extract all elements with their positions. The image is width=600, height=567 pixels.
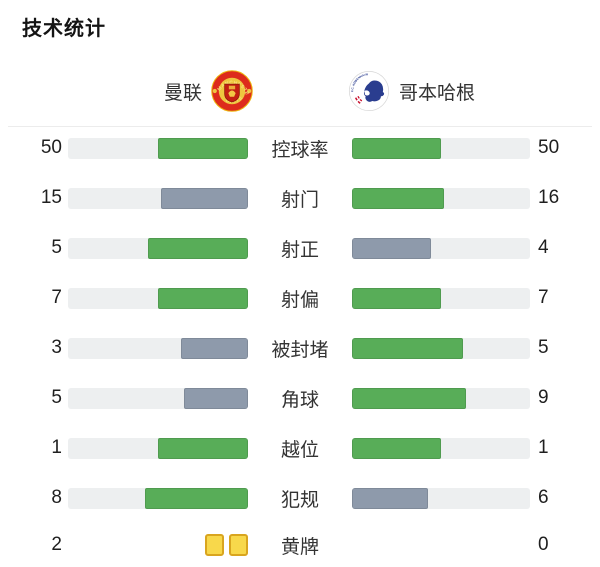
away-bar-track bbox=[352, 137, 530, 159]
stat-row-corners: 5 角球 9 bbox=[0, 373, 600, 423]
home-value: 5 bbox=[51, 387, 62, 408]
yellow-card-icon bbox=[229, 534, 248, 556]
home-bar-fill bbox=[158, 287, 248, 309]
home-value: 3 bbox=[51, 337, 62, 358]
yellow-cards-away bbox=[352, 535, 530, 556]
stat-row-blocked: 3 被封堵 5 bbox=[0, 323, 600, 373]
home-bar-fill bbox=[145, 487, 248, 509]
away-value: 1 bbox=[538, 437, 549, 458]
home-bar-track bbox=[68, 187, 248, 209]
home-value: 15 bbox=[40, 187, 62, 208]
home-bar-track bbox=[68, 137, 248, 159]
home-bar-track bbox=[68, 337, 248, 359]
stat-label: 射偏 bbox=[280, 289, 319, 311]
away-bar-track bbox=[352, 437, 530, 459]
stat-label: 射门 bbox=[280, 189, 319, 211]
away-value: 16 bbox=[538, 187, 560, 208]
home-cards-area bbox=[68, 534, 248, 556]
home-bar-fill bbox=[158, 437, 248, 459]
away-value: 7 bbox=[538, 287, 549, 308]
yellow-cards-home bbox=[68, 534, 248, 556]
home-bar-fill bbox=[148, 237, 248, 259]
stat-row-shots-off-target: 7 射偏 7 bbox=[0, 273, 600, 323]
away-bar-track bbox=[352, 237, 530, 259]
home-value: 50 bbox=[40, 137, 62, 158]
stat-row-possession: 50 控球率 50 bbox=[0, 123, 600, 173]
away-bar-track bbox=[352, 287, 530, 309]
away-bar-fill bbox=[352, 337, 464, 359]
stat-row-shots: 15 射门 16 bbox=[0, 173, 600, 223]
stat-label: 角球 bbox=[280, 389, 319, 411]
home-bar-fill bbox=[158, 137, 248, 159]
home-value: 8 bbox=[51, 487, 62, 508]
stats-panel: 50 控球率 50 15 射门 16 5 射正 4 7 射偏 7 3 被封堵 5… bbox=[0, 123, 600, 567]
away-bar-fill bbox=[352, 287, 441, 309]
away-bar-track bbox=[352, 487, 530, 509]
fc-copenhagen-crest-icon: F.C. KØBENHAVN bbox=[348, 70, 390, 112]
away-value: 6 bbox=[538, 487, 549, 508]
home-bar-track bbox=[68, 387, 248, 409]
home-value: 7 bbox=[51, 287, 62, 308]
home-value: 5 bbox=[51, 237, 62, 258]
stat-row-fouls: 8 犯规 6 bbox=[0, 473, 600, 523]
team-home-name: 曼联 bbox=[163, 82, 202, 104]
stat-row-shots-on-target: 5 射正 4 bbox=[0, 223, 600, 273]
stat-label: 射正 bbox=[280, 239, 319, 261]
header-divider bbox=[8, 126, 592, 127]
away-value: 9 bbox=[538, 387, 549, 408]
manchester-united-crest-icon: MANCHESTER UNITED bbox=[211, 70, 253, 112]
away-cards-area bbox=[352, 535, 530, 556]
home-value: 1 bbox=[51, 437, 62, 458]
stat-row-yellow-cards: 2 黄牌 0 bbox=[0, 523, 600, 567]
away-bar-fill bbox=[352, 437, 441, 459]
away-value: 4 bbox=[538, 237, 549, 258]
stat-label: 被封堵 bbox=[271, 339, 329, 361]
home-value: 2 bbox=[51, 534, 62, 555]
home-bar-track bbox=[68, 287, 248, 309]
stat-row-offside: 1 越位 1 bbox=[0, 423, 600, 473]
team-away: F.C. KØBENHAVN 哥本哈根 bbox=[348, 70, 475, 112]
yellow-card-icon bbox=[205, 534, 224, 556]
away-value: 0 bbox=[538, 534, 549, 555]
away-bar-fill bbox=[352, 487, 429, 509]
home-bar-track bbox=[68, 437, 248, 459]
away-bar-fill bbox=[352, 187, 444, 209]
away-bar-track bbox=[352, 337, 530, 359]
away-bar-track bbox=[352, 187, 530, 209]
team-away-name: 哥本哈根 bbox=[399, 82, 476, 104]
home-bar-fill bbox=[180, 337, 248, 359]
page-title: 技术统计 bbox=[22, 18, 106, 40]
stat-label: 控球率 bbox=[271, 139, 329, 161]
away-value: 5 bbox=[538, 337, 549, 358]
home-bar-fill bbox=[183, 387, 248, 409]
stat-label: 越位 bbox=[280, 439, 319, 461]
away-bar-fill bbox=[352, 137, 441, 159]
away-bar-fill bbox=[352, 237, 432, 259]
away-bar-fill bbox=[352, 387, 467, 409]
away-value: 50 bbox=[538, 137, 560, 158]
stat-label: 犯规 bbox=[280, 489, 319, 511]
teams-header: 曼联 MANCHESTER UNITED bbox=[0, 70, 600, 112]
away-bar-track bbox=[352, 387, 530, 409]
home-bar-track bbox=[68, 237, 248, 259]
stat-label: 黄牌 bbox=[280, 536, 319, 558]
team-home: 曼联 MANCHESTER UNITED bbox=[0, 70, 253, 112]
home-bar-track bbox=[68, 487, 248, 509]
home-bar-fill bbox=[160, 187, 248, 209]
